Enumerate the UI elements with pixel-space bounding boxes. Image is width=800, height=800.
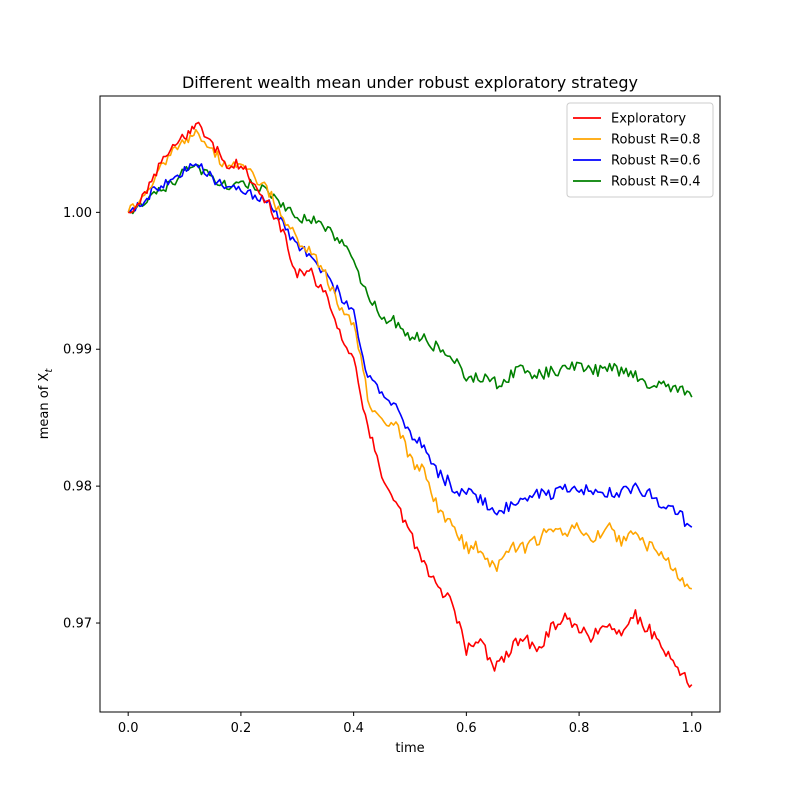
plot-area [127, 121, 693, 688]
legend-label-robust-r-0-8: Robust R=0.8 [611, 133, 701, 148]
legend: Exploratory Robust R=0.8 Robust R=0.6 Robus… [566, 102, 714, 198]
y-tick-label: 0.97 [63, 617, 92, 632]
x-tick-label: 0.6 [456, 721, 477, 736]
y-axis: 0.97 0.98 0.99 1.00 [63, 206, 100, 632]
x-tick-label: 0.2 [231, 721, 252, 736]
legend-label-robust-r-0-6: Robust R=0.6 [611, 154, 701, 169]
y-tick-label: 0.99 [63, 343, 92, 358]
legend-label-exploratory: Exploratory [611, 112, 686, 127]
x-axis: 0.0 0.2 0.4 0.6 0.8 1.0 [118, 712, 702, 736]
x-tick-label: 0.8 [569, 721, 590, 736]
y-axis-label-main: mean of X [37, 373, 52, 440]
chart-title: Different wealth mean under robust explo… [182, 73, 638, 92]
y-tick-label: 1.00 [63, 206, 92, 221]
legend-box [566, 102, 714, 198]
x-tick-label: 1.0 [681, 721, 702, 736]
axes-frame [99, 95, 721, 713]
series-line-robust-r-0-8 [127, 128, 693, 590]
series-line-exploratory [128, 121, 693, 688]
legend-label-robust-r-0-4: Robust R=0.4 [611, 175, 701, 190]
y-axis-label-subscript: t [44, 368, 55, 373]
x-tick-label: 0.0 [118, 721, 139, 736]
y-axis-label: mean of Xt [37, 368, 55, 440]
series-line-robust-r-0-6 [127, 163, 693, 528]
x-axis-label: time [395, 741, 424, 756]
x-tick-label: 0.4 [343, 721, 364, 736]
y-tick-label: 0.98 [63, 480, 92, 495]
